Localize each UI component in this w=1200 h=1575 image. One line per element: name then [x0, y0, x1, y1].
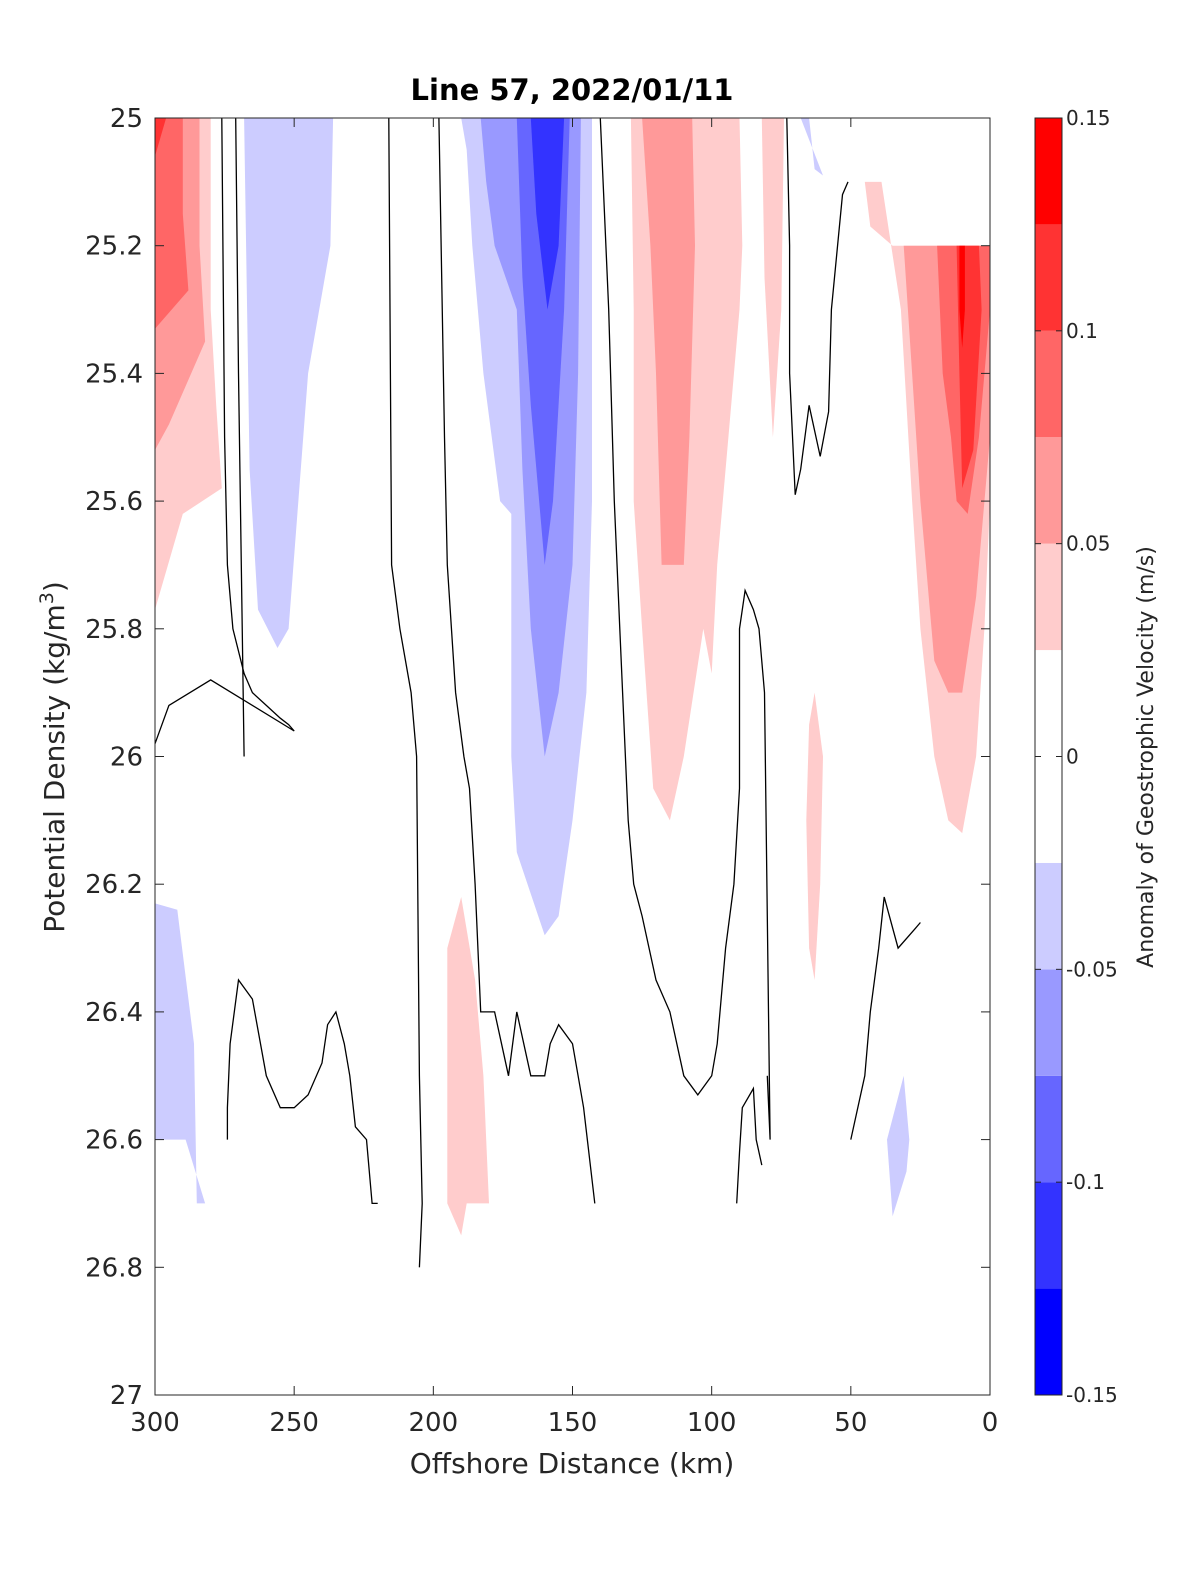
zero-contour-line-2: [226, 978, 378, 1205]
y-tick-label: 26.8: [85, 1253, 143, 1283]
colorbar-tick-label: 0.1: [1066, 319, 1098, 343]
contour-fill-region-19: [959, 245, 965, 348]
colorbar-tick-label: -0.05: [1066, 957, 1118, 981]
zero-contour-lines: [154, 117, 921, 1268]
colorbar-title: Anomaly of Geostrophic Velocity (m/s): [1134, 546, 1159, 968]
x-tick-label: 150: [548, 1408, 598, 1438]
zero-contour-line-3: [388, 117, 423, 1268]
colorbar-band-7: [1035, 437, 1062, 544]
zero-contour-line-7: [736, 1086, 763, 1204]
y-axis-title-main: Potential Density (kg/m: [38, 604, 71, 933]
y-tick-label: 25.6: [85, 487, 143, 517]
contour-fill-region-20: [806, 692, 823, 980]
zero-contour-line-1: [235, 117, 245, 757]
colorbar-band-6: [1035, 543, 1062, 651]
y-tick-label: 25.8: [85, 615, 143, 645]
colorbar-tick-label: 0: [1066, 745, 1079, 769]
zero-contour-line-0: [154, 117, 295, 744]
contour-fill-region-5: [155, 903, 206, 1204]
contour-fill-region-4: [244, 118, 334, 648]
colorbar-band-9: [1035, 224, 1062, 331]
y-tick-label: 26.2: [85, 870, 143, 900]
y-axis-ticks: 25 25.2 25.4 25.6 25.8 26 26.2 26.4 26.6 26.8 27: [85, 104, 990, 1411]
x-tick-label: 50: [834, 1408, 867, 1438]
contour-fill-region-21: [447, 897, 489, 1236]
plot-area: 300 250 200 150 100 50 0 2525.225.425.625.8262…: [85, 104, 998, 1438]
colorbar-band-4: [1035, 862, 1062, 970]
colorbar-ticks: 0.15 0.1 0.05 0 -0.05 -0.1 -0.15: [1035, 106, 1118, 1407]
colorbar-tick-label: -0.15: [1066, 1383, 1118, 1407]
colorbar-band-10: [1035, 118, 1062, 225]
x-tick-label: 250: [269, 1408, 319, 1438]
zero-contour-line-8: [850, 896, 921, 1140]
contour-fill-region-15: [642, 118, 695, 565]
y-tick-label: 25: [110, 104, 143, 134]
y-tick-label: 26.4: [85, 998, 143, 1028]
x-axis-title: Offshore Distance (km): [410, 1447, 735, 1480]
x-tick-label: 100: [687, 1408, 737, 1438]
colorbar-band-2: [1035, 1075, 1062, 1183]
colorbar: 0.15 0.1 0.05 0 -0.05 -0.1 -0.15: [1034, 106, 1118, 1407]
x-tick-label: 300: [130, 1408, 180, 1438]
contour-fill-region-2: [155, 118, 189, 329]
colorbar-tick-label: 0.15: [1066, 106, 1111, 130]
y-axis-title: Potential Density (kg/m3): [36, 581, 71, 933]
x-tick-label: 0: [982, 1408, 999, 1438]
y-axis-title-superscript: 3: [36, 592, 58, 604]
contour-fill-region-9: [530, 118, 565, 310]
colorbar-band-0: [1035, 1288, 1062, 1395]
zero-contour-line-6: [786, 117, 849, 495]
contour-fill-region-13: [761, 118, 784, 438]
colorbar-band-3: [1035, 969, 1062, 1076]
contour-fill-region-3: [155, 118, 167, 157]
colorbar-band-1: [1035, 1182, 1062, 1289]
x-axis-ticks: 300 250 200 150 100 50 0: [130, 118, 998, 1438]
chart-title: Line 57, 2022/01/11: [411, 73, 734, 107]
contour-fill-region-10: [800, 118, 823, 176]
zero-contour-line-5: [599, 117, 771, 1140]
y-tick-label: 26.6: [85, 1126, 143, 1156]
zero-contour-line-4: [438, 117, 596, 1204]
y-tick-label: 25.4: [85, 359, 143, 389]
y-tick-label: 26: [110, 743, 143, 773]
colorbar-band-8: [1035, 330, 1062, 438]
y-tick-label: 25.2: [85, 232, 143, 262]
contour-fills: [155, 118, 990, 1236]
colorbar-tick-label: 0.05: [1066, 532, 1111, 556]
contour-fill-region-11: [887, 1075, 910, 1217]
colorbar-tick-label: -0.1: [1066, 1170, 1105, 1194]
x-tick-label: 200: [409, 1408, 459, 1438]
y-tick-label: 27: [110, 1381, 143, 1411]
colorbar-bands: [1035, 118, 1062, 1395]
y-axis-title-close: ): [38, 581, 71, 592]
